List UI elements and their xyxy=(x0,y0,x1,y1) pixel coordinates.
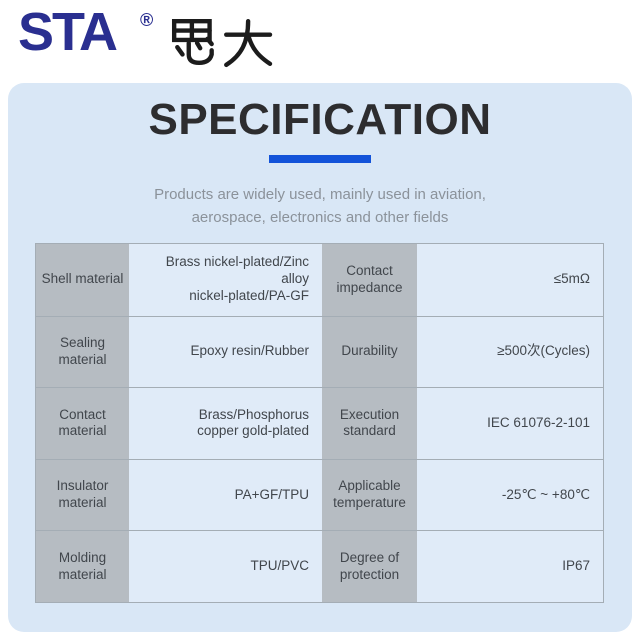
spec-table: Shell material Brass nickel-plated/Zinc … xyxy=(35,243,604,603)
table-row: Molding material TPU/PVC Degree of prote… xyxy=(36,530,603,602)
spec-value-cell: TPU/PVC xyxy=(129,531,322,602)
spec-label-cell: Sealing material xyxy=(36,316,129,388)
intro-line-2: aerospace, electronics and other fields xyxy=(191,208,449,226)
table-row: Insulator material PA+GF/TPU Applicable … xyxy=(36,458,603,531)
spec-panel: SPECIFICATION Products are widely used, … xyxy=(8,83,632,632)
logo-text-sta: STA xyxy=(18,2,118,62)
registered-trademark-icon: ® xyxy=(140,10,154,30)
spec-value-cell: IEC 61076-2-101 xyxy=(417,388,603,459)
spec-label-cell: Execution standard xyxy=(322,388,417,459)
intro-line-1: Products are widely used, mainly used in… xyxy=(154,186,486,204)
title-underline xyxy=(269,155,371,164)
brand-logo: STA ® xyxy=(18,2,278,70)
logo-cjk-characters-icon xyxy=(171,18,273,68)
spec-value-cell: -25℃ ~ +80℃ xyxy=(417,459,603,531)
spec-label-cell: Applicable temperature xyxy=(322,459,417,531)
spec-value-cell: PA+GF/TPU xyxy=(129,459,322,531)
spec-label-cell: Contact material xyxy=(36,388,129,459)
spec-label-cell: Durability xyxy=(322,316,417,388)
spec-label-cell: Contact impedance xyxy=(322,244,417,316)
spec-value-cell: Epoxy resin/Rubber xyxy=(129,316,322,388)
spec-label-cell: Molding material xyxy=(36,531,129,602)
spec-value-cell: ≥500次(Cycles) xyxy=(417,316,603,388)
table-row: Sealing material Epoxy resin/Rubber Dura… xyxy=(36,315,603,388)
spec-value-cell: ≤5mΩ xyxy=(417,244,603,316)
page-title: SPECIFICATION xyxy=(148,95,492,144)
intro-text: Products are widely used, mainly used in… xyxy=(8,184,632,229)
spec-label-cell: Insulator material xyxy=(36,459,129,531)
spec-value-cell: Brass/Phosphorus copper gold-plated xyxy=(129,388,322,459)
spec-value-cell: IP67 xyxy=(417,531,603,602)
spec-label-cell: Degree of protection xyxy=(322,531,417,602)
table-row: Shell material Brass nickel-plated/Zinc … xyxy=(36,244,603,316)
spec-label-cell: Shell material xyxy=(36,244,129,316)
table-row: Contact material Brass/Phosphorus copper… xyxy=(36,387,603,459)
spec-value-cell: Brass nickel-plated/Zinc alloy nickel-pl… xyxy=(129,244,322,316)
